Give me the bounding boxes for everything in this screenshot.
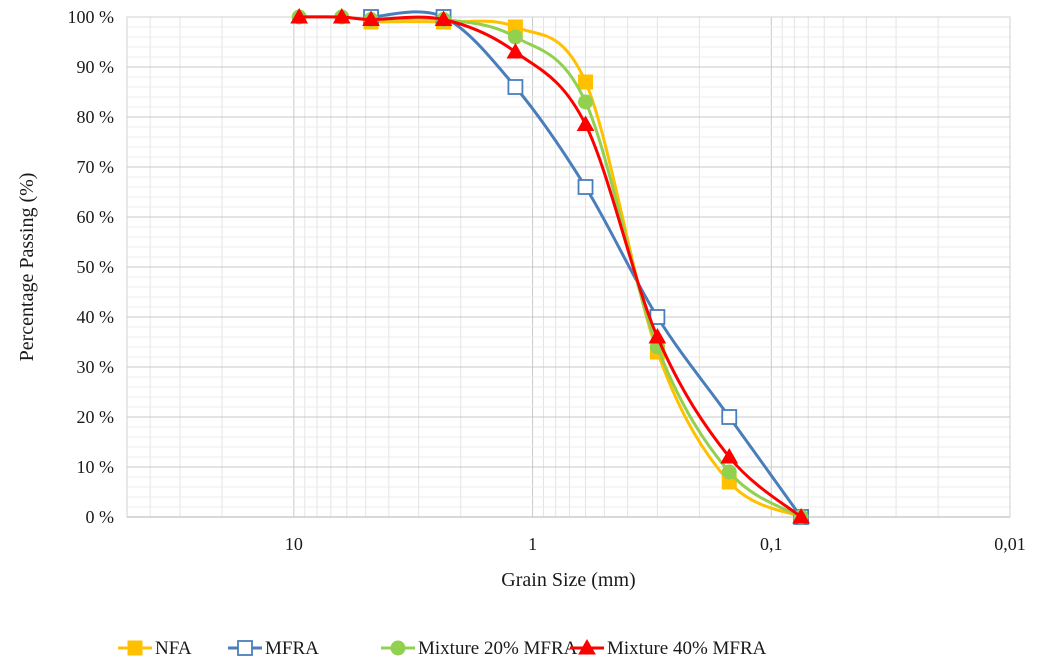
data-point: [577, 179, 594, 195]
y-tick-label: 80 %: [77, 107, 115, 127]
y-axis-title: Percentage Passing (%): [16, 173, 38, 362]
series-mixture-40-mfra: [290, 7, 810, 524]
legend-label: NFA: [155, 638, 192, 659]
legend-label: MFRA: [265, 638, 319, 659]
legend-label: Mixture 40% MFRA: [607, 638, 767, 659]
y-tick-label: 60 %: [77, 207, 115, 227]
legend-item: Mixture 40% MFRA: [570, 638, 767, 659]
data-point: [506, 42, 525, 59]
x-axis-title: Grain Size (mm): [501, 569, 635, 591]
legend-item: NFA: [118, 638, 192, 659]
x-tick-label: 0,1: [760, 534, 783, 554]
x-tick-label: 0,01: [994, 534, 1026, 554]
data-point: [290, 7, 309, 24]
series: [290, 7, 810, 525]
series-line: [297, 15, 803, 519]
data-point: [648, 327, 667, 344]
data-point: [507, 79, 524, 95]
legend: NFA MFRA Mixture 20% MFRA Mixture 40% MFRA: [118, 638, 767, 659]
grid: [126, 16, 1011, 518]
data-point: [578, 94, 594, 110]
legend-item: Mixture 20% MFRA: [381, 638, 578, 659]
series-nfa: [363, 14, 809, 525]
y-tick-labels: 0 % 10 % 20 % 30 % 40 % 50 % 60 % 70 % 80 % 90 % 1…: [68, 7, 115, 527]
y-tick-label: 20 %: [77, 407, 115, 427]
y-tick-label: 30 %: [77, 357, 115, 377]
legend-marker: [237, 640, 253, 656]
legend-marker: [127, 640, 143, 656]
y-tick-label: 10 %: [77, 457, 115, 477]
data-point: [720, 447, 739, 464]
legend-item: MFRA: [228, 638, 319, 659]
data-point: [434, 10, 453, 26]
y-tick-label: 70 %: [77, 157, 115, 177]
y-tick-label: 40 %: [77, 307, 115, 327]
x-tick-label: 1: [528, 534, 537, 554]
y-tick-label: 0 %: [86, 507, 115, 527]
data-point: [721, 464, 737, 480]
y-tick-label: 50 %: [77, 257, 115, 277]
x-tick-label: 10: [285, 534, 303, 554]
data-point: [332, 7, 351, 24]
plot-frame: [126, 16, 1011, 518]
y-tick-label: 100 %: [68, 7, 115, 27]
data-point: [576, 115, 595, 131]
y-tick-label: 90 %: [77, 57, 115, 77]
axes: [126, 16, 1011, 518]
legend-marker: [390, 640, 406, 656]
data-point: [507, 29, 523, 45]
data-point: [362, 10, 380, 26]
data-point: [721, 409, 738, 425]
data-point: [792, 507, 810, 524]
legend-label: Mixture 20% MFRA: [418, 638, 578, 659]
data-point: [578, 74, 594, 90]
legend-marker: [578, 638, 596, 655]
x-tick-labels: 10 1 0,1 0,01: [285, 534, 1026, 554]
